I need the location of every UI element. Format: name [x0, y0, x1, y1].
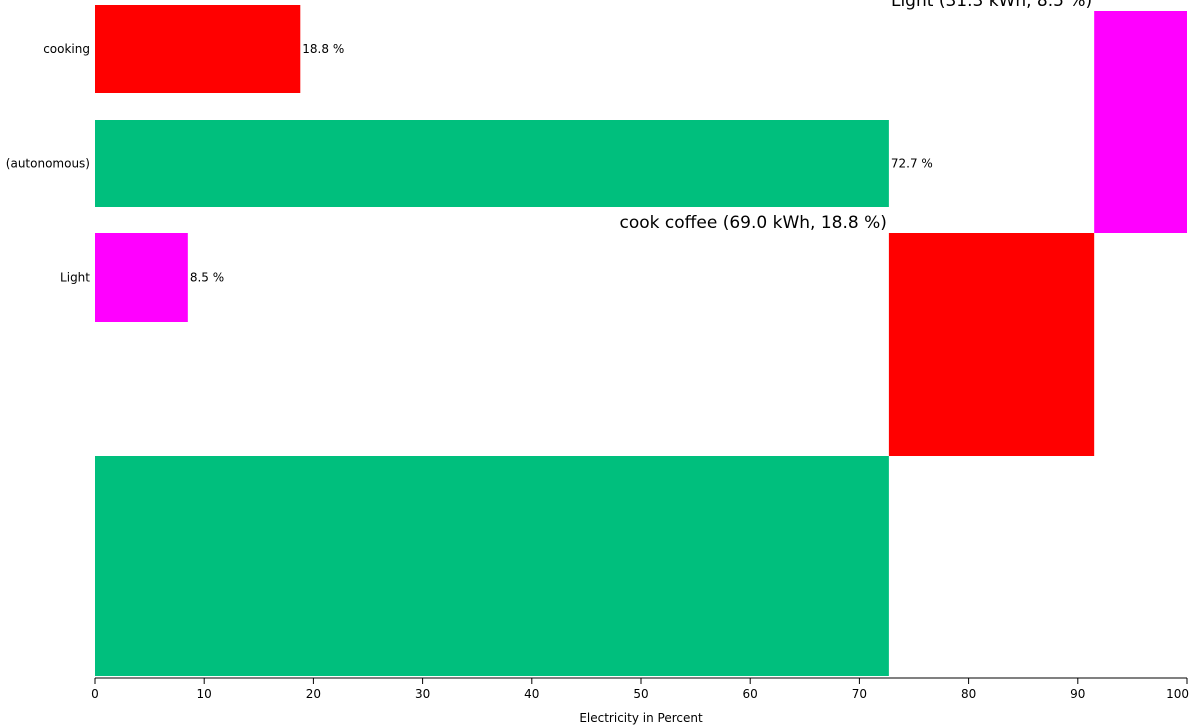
x-tick-label-5: 50	[633, 687, 648, 701]
x-tick-label-6: 60	[743, 687, 758, 701]
total-segment-2	[1094, 11, 1187, 233]
category-label-2: Light	[60, 271, 90, 285]
x-tick-label-1: 10	[197, 687, 212, 701]
bar-0	[95, 5, 301, 93]
x-tick-label-7: 70	[852, 687, 867, 701]
bar-value-label-1: 72.7 %	[891, 157, 933, 171]
bar-value-label-2: 8.5 %	[190, 271, 224, 285]
x-tick-label-3: 30	[415, 687, 430, 701]
bar-value-label-0: 18.8 %	[302, 42, 344, 56]
total-segment-1	[888, 233, 1095, 456]
x-tick-label-9: 90	[1070, 687, 1085, 701]
x-tick-label-10: 100	[1166, 687, 1189, 701]
x-tick-label-4: 40	[524, 687, 539, 701]
x-tick-label-0: 0	[91, 687, 99, 701]
bar-2	[95, 233, 188, 322]
x-axis-title: Electricity in Percent	[579, 711, 703, 725]
x-tick-label-2: 20	[306, 687, 321, 701]
segment-annotation-2: Light (31.3 kWh, 8.5 %)	[891, 0, 1092, 11]
category-label-0: cooking	[43, 42, 90, 56]
segment-annotation-1: cook coffee (69.0 kWh, 18.8 %)	[620, 213, 887, 233]
x-tick-label-8: 80	[961, 687, 976, 701]
bar-1	[95, 120, 889, 207]
category-label-1: (autonomous)	[6, 157, 90, 171]
total-segment-0	[95, 456, 889, 676]
